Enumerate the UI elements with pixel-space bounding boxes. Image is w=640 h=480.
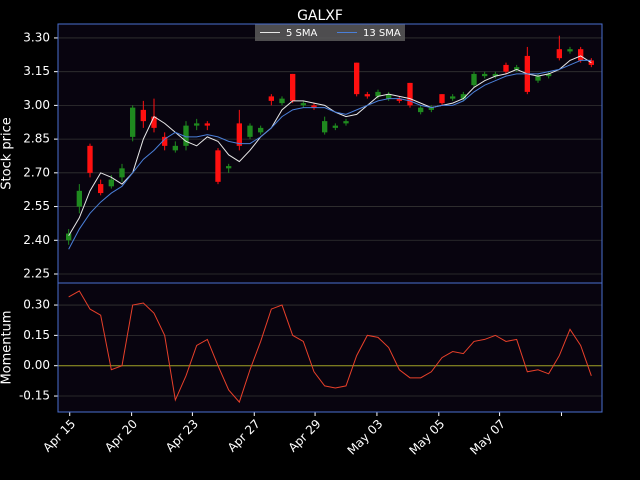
panel-background [58, 283, 602, 412]
sma-line [68, 59, 592, 250]
candle-body [279, 98, 285, 104]
candle-body [535, 76, 541, 81]
candle-body [290, 73, 296, 101]
panel-background [58, 24, 602, 283]
candle-body [364, 94, 370, 97]
candle-body [396, 98, 402, 101]
y-axis-label: Stock price [0, 117, 15, 189]
legend-label: 5 SMA [286, 28, 318, 39]
legend-label: 13 SMA [363, 28, 401, 39]
candle-body [354, 62, 360, 95]
x-tick-label: May 03 [345, 417, 386, 458]
y-axis-label: Momentum [0, 310, 15, 384]
legend-box [255, 24, 405, 41]
candle-body [226, 166, 232, 169]
candle-body [428, 107, 434, 110]
candle-body [247, 125, 253, 137]
candle-body [162, 136, 168, 146]
candle-body [386, 94, 392, 99]
panel-border [57, 282, 603, 413]
y-tick-label: 0.15 [23, 328, 50, 342]
x-tick-label: May 05 [406, 417, 447, 458]
candle-body [194, 123, 200, 126]
candle-body [151, 116, 157, 128]
y-tick-label: 2.40 [23, 233, 50, 247]
candle-body [546, 73, 552, 77]
candle-body [140, 109, 146, 122]
y-tick-label: 2.85 [23, 132, 50, 146]
candle-body [567, 49, 573, 52]
candle-body [172, 145, 178, 151]
candle-body [130, 107, 136, 137]
candle-body [311, 105, 317, 108]
candle-body [588, 60, 594, 65]
chart-title: GALXF [297, 8, 343, 24]
candle-body [375, 91, 381, 97]
y-tick-label: 2.25 [23, 267, 50, 281]
candle-body [66, 233, 72, 241]
candle-body [98, 184, 104, 194]
candle-body [87, 145, 93, 173]
candle-body [578, 49, 584, 61]
y-tick-label: 0.30 [23, 298, 50, 312]
candle-body [492, 73, 498, 77]
candle-body [76, 190, 82, 207]
sma-line [68, 55, 592, 237]
candle-body [556, 49, 562, 59]
candle-body [119, 168, 125, 178]
candle-body [460, 94, 466, 99]
candle-body [407, 82, 413, 106]
candle-body [108, 179, 114, 187]
y-tick-label: -0.15 [19, 389, 50, 403]
momentum-line [68, 290, 592, 404]
candle-body [471, 73, 477, 86]
y-tick-label: 0.00 [23, 358, 50, 372]
candle-body [503, 64, 509, 72]
candle-body [514, 67, 520, 70]
x-tick-label: Apr 27 [225, 417, 263, 455]
x-tick-label: Apr 20 [102, 417, 140, 455]
x-tick-label: Apr 29 [286, 417, 324, 455]
candle-body [450, 96, 456, 99]
candle-body [332, 125, 338, 128]
candle-body [215, 150, 221, 182]
candle-body [268, 96, 274, 101]
candle-body [418, 107, 424, 113]
candle-body [204, 123, 210, 126]
y-tick-label: 2.70 [23, 165, 50, 179]
candle-body [183, 125, 189, 146]
x-tick-label: Apr 15 [40, 417, 78, 455]
candle-body [439, 94, 445, 104]
y-tick-label: 3.30 [23, 30, 50, 44]
candle-body [322, 121, 328, 133]
x-tick-label: Apr 23 [163, 417, 201, 455]
candle-body [236, 123, 242, 146]
y-tick-label: 3.15 [23, 64, 50, 78]
candle-body [343, 121, 349, 124]
y-tick-label: 2.55 [23, 199, 50, 213]
y-tick-label: 3.00 [23, 98, 50, 112]
candle-body [482, 73, 488, 77]
candle-body [258, 127, 264, 133]
x-tick-label: May 07 [467, 417, 508, 458]
candle-body [300, 103, 306, 106]
